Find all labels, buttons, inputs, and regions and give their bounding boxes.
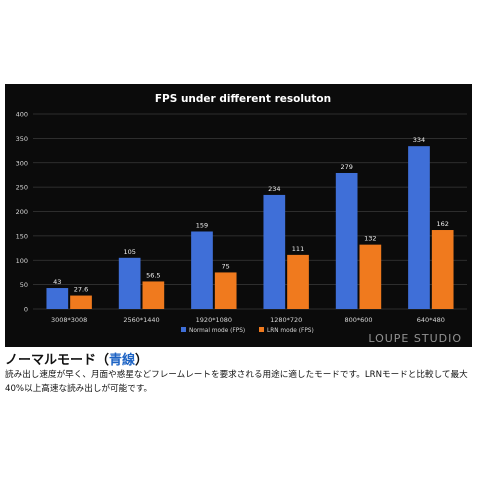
data-label: 234 — [268, 185, 280, 193]
bar-lrn — [431, 230, 454, 309]
data-label: 132 — [364, 235, 376, 243]
data-label: 334 — [413, 136, 425, 144]
y-tick-label: 350 — [16, 135, 28, 143]
caption-heading: ノーマルモード（青線） — [5, 349, 148, 368]
bars — [46, 146, 454, 309]
y-tick-label: 150 — [16, 232, 28, 240]
y-tick-label: 100 — [16, 257, 28, 265]
bar-normal — [263, 194, 286, 309]
y-axis-ticks: 0 50 100 150 200 250 300 350 400 — [16, 111, 28, 314]
caption-heading-accent: 青線 — [109, 353, 136, 368]
bar-lrn — [70, 295, 92, 309]
x-axis-ticks: 3008*3008 2560*1440 1920*1080 1280*720 800*6… — [51, 316, 445, 324]
chart-title: FPS under different resoluton — [155, 93, 331, 105]
y-tick-label: 300 — [16, 159, 28, 167]
y-tick-label: 400 — [16, 111, 28, 119]
x-tick-label: 1920*1080 — [196, 316, 232, 324]
x-tick-label: 2560*1440 — [123, 316, 159, 324]
legend-swatch — [181, 327, 186, 332]
bar-normal — [118, 257, 141, 309]
data-label: 105 — [123, 248, 135, 256]
data-label: 159 — [196, 221, 208, 229]
gridlines — [33, 113, 467, 310]
y-tick-label: 50 — [20, 281, 28, 289]
data-label: 75 — [222, 262, 230, 270]
legend-swatch — [259, 327, 264, 332]
caption-heading-main: ノーマルモード — [5, 353, 97, 368]
bar-lrn — [214, 272, 237, 309]
fps-bar-chart: FPS under different resoluton 0 50 100 150 2… — [16, 93, 467, 334]
data-label: 279 — [340, 163, 352, 171]
bar-lrn — [359, 244, 382, 309]
watermark: LOUPE STUDIO — [368, 332, 462, 345]
value-labels: 43 27.6 105 56.5 159 75 234 111 279 132 334 162 — [53, 136, 449, 293]
caption-heading-close: ） — [135, 353, 149, 368]
y-tick-label: 0 — [24, 306, 28, 314]
x-tick-label: 640*480 — [417, 316, 445, 324]
data-label: 43 — [53, 278, 61, 286]
x-tick-label: 3008*3008 — [51, 316, 87, 324]
bar-normal — [335, 172, 358, 309]
y-tick-label: 250 — [16, 184, 28, 192]
bar-normal — [46, 288, 69, 309]
caption-heading-open: （ — [96, 353, 110, 368]
data-label: 27.6 — [74, 286, 88, 294]
bar-lrn — [142, 281, 165, 309]
data-label: 56.5 — [146, 271, 160, 279]
chart-panel: FPS under different resoluton 0 50 100 150 2… — [5, 84, 472, 347]
bar-normal — [408, 146, 430, 309]
legend-label: LRN mode (FPS) — [267, 328, 314, 334]
x-tick-label: 800*600 — [344, 316, 372, 324]
bar-normal — [191, 231, 213, 309]
legend: Normal mode (FPS) LRN mode (FPS) — [181, 327, 314, 334]
y-tick-label: 200 — [16, 208, 28, 216]
x-tick-label: 1280*720 — [270, 316, 302, 324]
data-label: 111 — [292, 245, 304, 253]
caption-body: 読み出し速度が早く、月面や惑星などフレームレートを要求される用途に適したモードで… — [5, 370, 468, 394]
data-label: 162 — [436, 220, 448, 228]
legend-label: Normal mode (FPS) — [189, 328, 245, 334]
bar-lrn — [287, 254, 309, 309]
